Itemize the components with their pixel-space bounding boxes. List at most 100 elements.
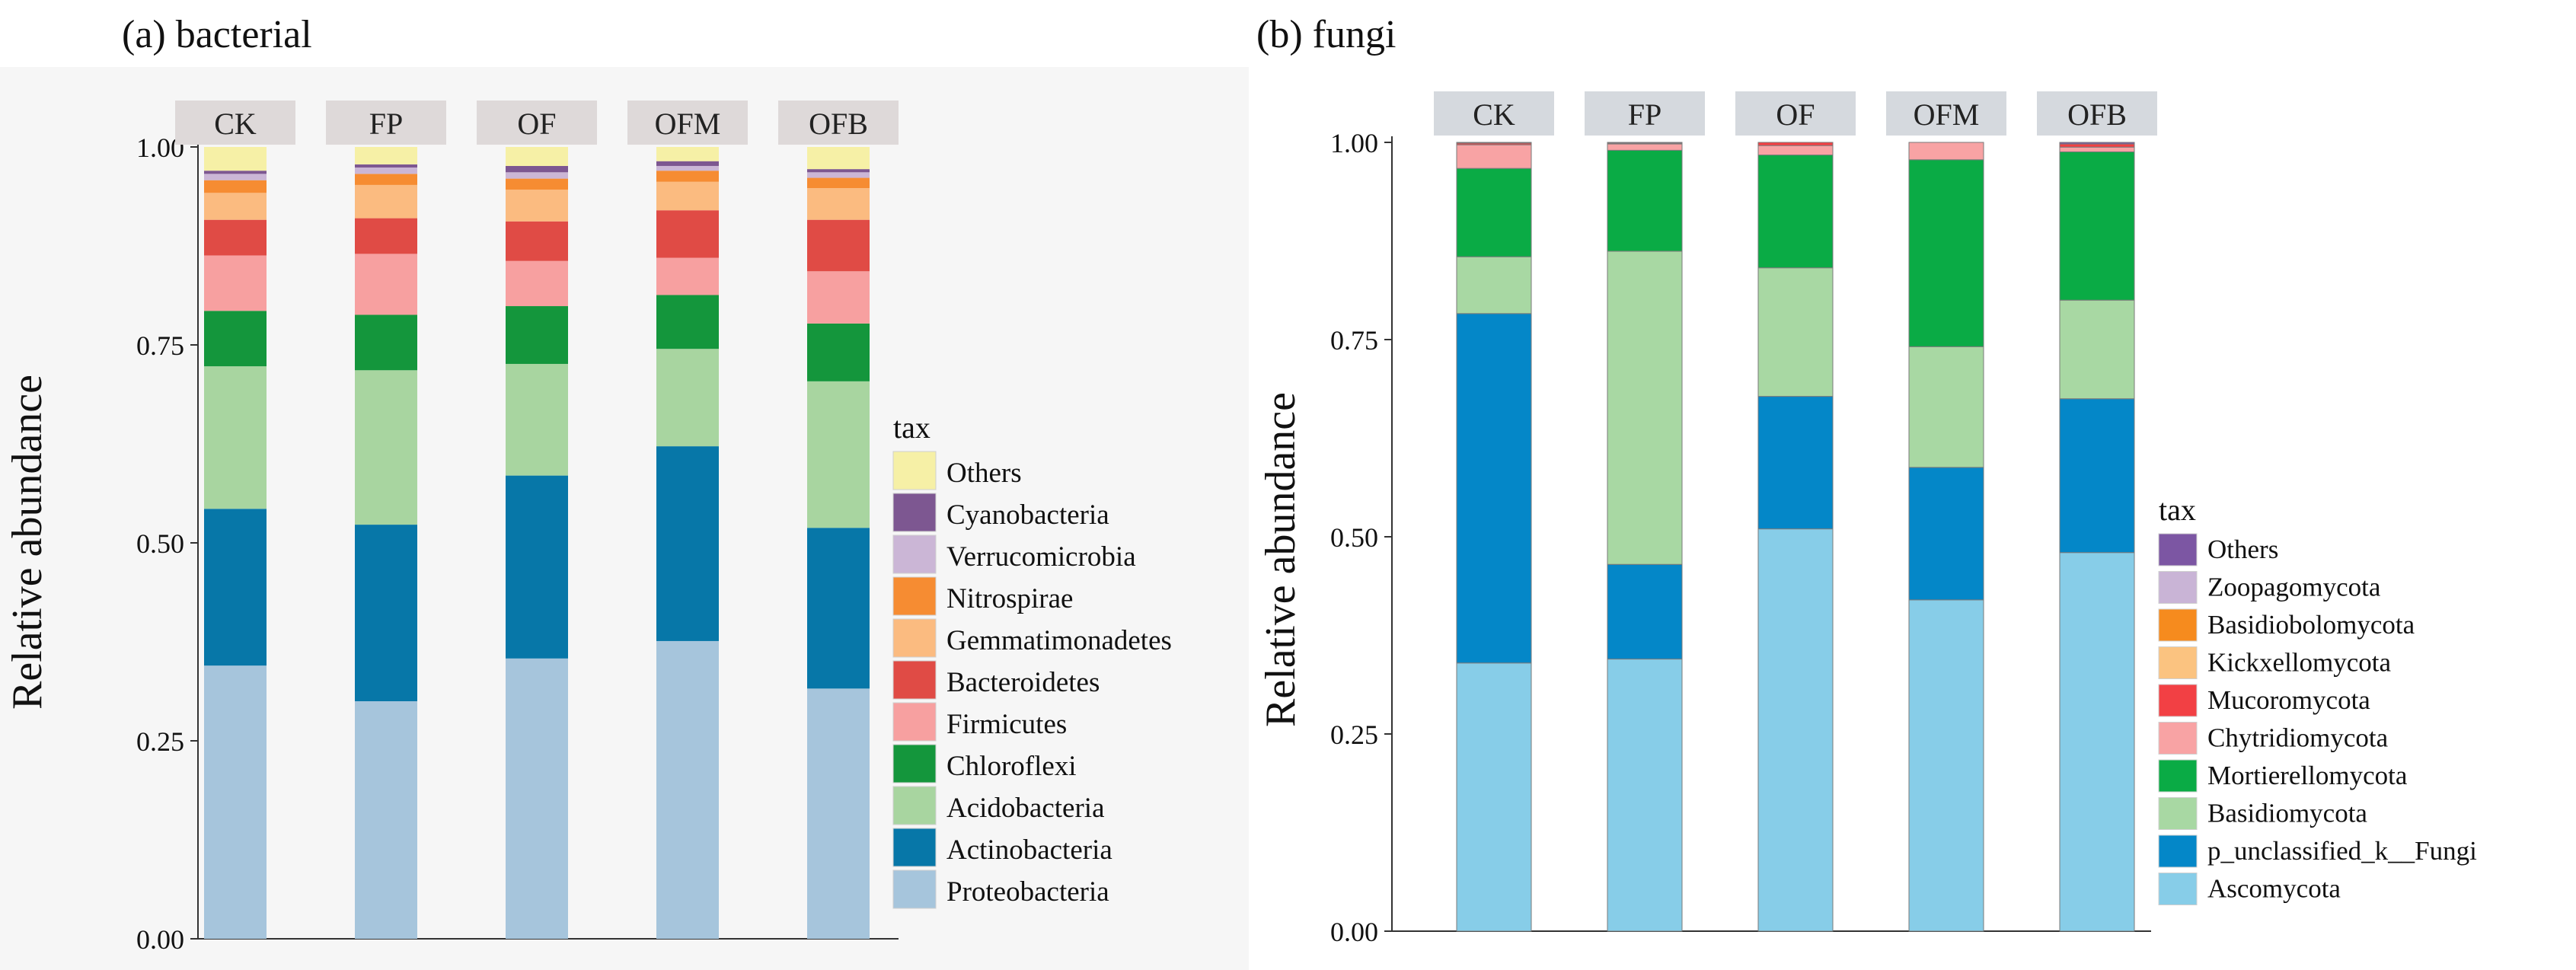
legend-label: Chytridiomycota (2207, 723, 2389, 753)
bar-segment (2060, 399, 2134, 553)
bar-segment (807, 271, 870, 324)
legend-swatch (893, 787, 936, 825)
legend-swatch (893, 577, 936, 615)
bar-segment (807, 169, 870, 172)
bar-segment (807, 688, 870, 939)
legend-swatch (893, 661, 936, 699)
bar-segment (355, 164, 417, 168)
bar-segment (506, 261, 568, 306)
y-tick-label: 0.50 (1330, 522, 1378, 553)
y-tick-label: 0.00 (136, 924, 184, 955)
legend-swatch (2159, 798, 2197, 830)
bar-segment (2060, 144, 2134, 147)
bar-segment (807, 188, 870, 220)
bar-segment (1607, 144, 1682, 150)
bar-segment (656, 161, 719, 166)
bar-segment (204, 147, 267, 171)
bar-segment (807, 147, 870, 169)
facet-label: OFB (809, 107, 868, 141)
bar-segment (1909, 600, 1984, 931)
legend-label: Zoopagomycota (2207, 573, 2381, 602)
bar-segment (204, 171, 267, 174)
legend-label: Kickxellomycota (2207, 648, 2392, 678)
legend-swatch (893, 535, 936, 573)
bar-segment (2060, 147, 2134, 152)
bar-segment (506, 364, 568, 476)
legend-label: Actinobacteria (946, 834, 1112, 866)
legend-label: Proteobacteria (946, 876, 1109, 908)
y-tick-label: 0.25 (1330, 720, 1378, 750)
bar-segment (1457, 314, 1531, 663)
bar-segment (807, 324, 870, 381)
bar-segment (355, 525, 417, 701)
bar-segment (355, 185, 417, 219)
bar-segment (1758, 268, 1833, 397)
legend-label: Others (2207, 534, 2278, 564)
legend-label: Acidobacteria (946, 793, 1105, 824)
bar-segment (1607, 142, 1682, 143)
panel-bacterial: (a) bacterial Relative abundance 0.000.2… (0, 13, 1249, 970)
bar-segment (656, 349, 719, 446)
bar-segment (1758, 142, 1833, 145)
bar-segment (506, 179, 568, 190)
y-tick-label: 0.75 (1330, 325, 1378, 356)
legend: tax Others Zoopagomycota Basidiobolomycota K… (2159, 493, 2477, 905)
bar-segment (1758, 529, 1833, 931)
legend-title: tax (2159, 493, 2196, 527)
bar-segment (807, 172, 870, 177)
bar-segment (355, 147, 417, 164)
bar-segment (2060, 553, 2134, 931)
legend-swatch (2159, 572, 2197, 604)
bar-segment (656, 182, 719, 210)
facet-label: OFB (2067, 97, 2127, 132)
facet-label: FP (1628, 97, 1662, 132)
bar-segment (355, 254, 417, 314)
legend-label: Basidiomycota (2207, 799, 2367, 828)
facet-label: CK (1473, 97, 1515, 132)
legend-swatch (893, 703, 936, 741)
facet-label: OF (1776, 97, 1815, 132)
bar-segment (2060, 142, 2134, 144)
bar-segment (656, 147, 719, 161)
bar-segment (204, 509, 267, 665)
bar-segment (807, 178, 870, 189)
bar-segment (1909, 142, 1984, 160)
legend-swatch (2159, 835, 2197, 867)
legend-label: Basidiobolomycota (2207, 610, 2415, 640)
bar-segment (1607, 251, 1682, 564)
bar-segment (204, 193, 267, 219)
bar-segment (204, 180, 267, 193)
chart-title: (b) fungi (1256, 13, 1396, 56)
bar-segment (355, 701, 417, 939)
bar-segment (506, 172, 568, 178)
bar-segment (1909, 467, 1984, 600)
facet-label: OF (517, 107, 556, 141)
bar-segment (1607, 150, 1682, 251)
bar-segment (204, 366, 267, 509)
legend-title: tax (893, 410, 930, 445)
legend-label: Nitrospirae (946, 583, 1073, 614)
bar-segment (1457, 257, 1531, 314)
bar-segment (2060, 152, 2134, 300)
legend-swatch (2159, 873, 2197, 905)
y-tick-label: 1.00 (1330, 128, 1378, 158)
bar-segment (1909, 346, 1984, 467)
legend-swatch (893, 828, 936, 866)
bar-segment (1758, 155, 1833, 268)
legend-swatch (893, 745, 936, 783)
bar-segment (204, 220, 267, 256)
bar-segment (807, 220, 870, 272)
bar-segment (506, 476, 568, 659)
bar-segment (506, 306, 568, 364)
legend-swatch (2159, 723, 2197, 755)
bar-segment (1607, 564, 1682, 659)
legend-label: Mucoromycota (2207, 685, 2370, 715)
bar-segment (204, 174, 267, 180)
legend-swatch (2159, 647, 2197, 679)
legend-label: Bacteroidetes (946, 667, 1100, 698)
bar-segment (807, 528, 870, 688)
bar-segment (506, 147, 568, 166)
panel-fungi: (b) fungi Relative abundance 0.000.250.5… (1256, 13, 2477, 947)
legend-swatch (893, 870, 936, 908)
legend-label: Gemmatimonadetes (946, 625, 1172, 656)
